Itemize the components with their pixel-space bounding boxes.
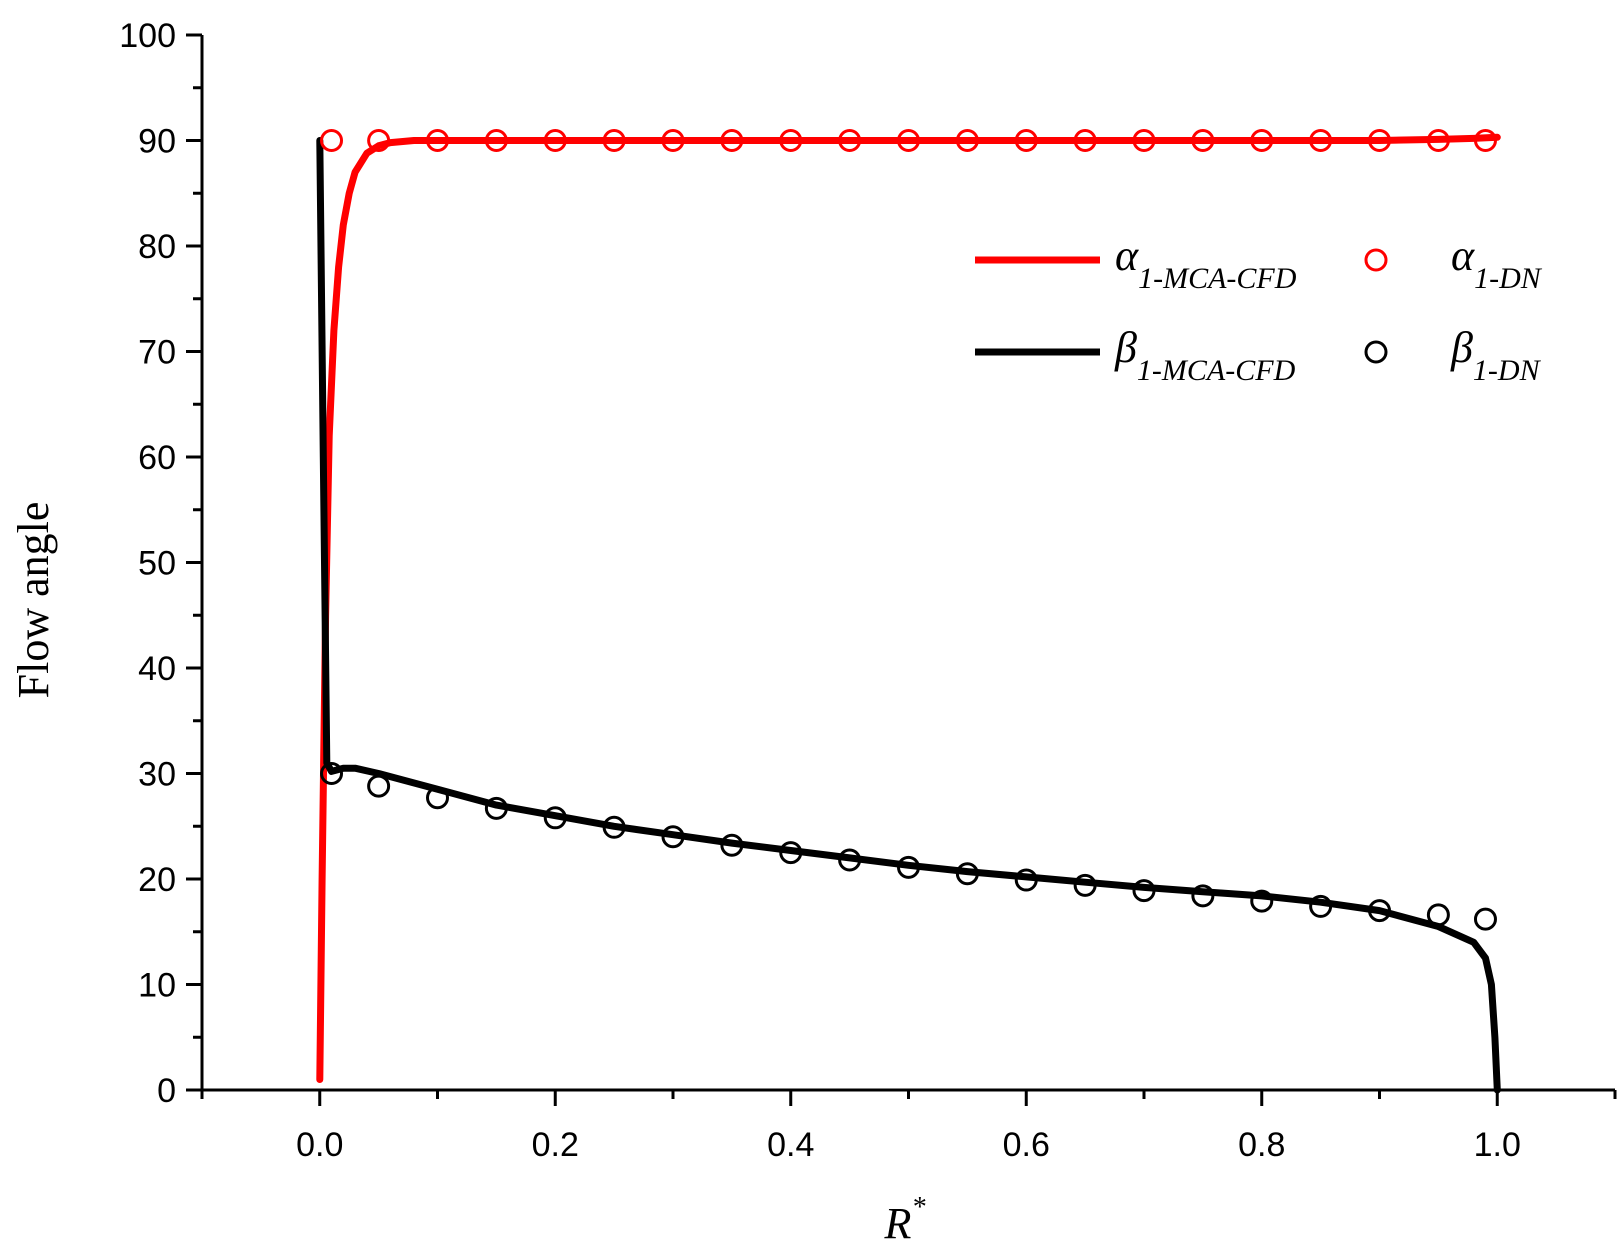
legend-label-alpha-1-dn: α1-DN [1451,231,1543,295]
data-point-alpha-1-dn [1132,129,1156,152]
data-point-beta-1-dn [1014,868,1038,892]
data-point-alpha-1-dn [1191,129,1215,152]
data-point-beta-1-dn [1426,903,1450,927]
data-point-alpha-1-dn [367,129,391,152]
data-point-alpha-1-dn [1426,129,1450,152]
data-point-beta-1-dn [838,848,862,872]
y-tick-label: 0 [157,1072,176,1110]
data-point-beta-1-dn [1132,879,1156,903]
data-point-beta-1-dn [779,841,803,865]
legend-swatch-beta-1-dn [1364,340,1388,364]
legend-swatch-alpha-1-dn [1364,248,1388,272]
legend-label-beta-1-mca-cfd: β1-MCA-CFD [1114,323,1296,387]
y-tick-label: 90 [138,123,176,161]
data-point-alpha-1-dn [838,129,862,152]
x-tick-label: 0.6 [1003,1126,1050,1164]
data-point-alpha-1-dn [1368,129,1391,152]
y-tick-label: 10 [138,967,176,1005]
data-point-alpha-1-dn [320,129,344,152]
y-tick-label: 100 [119,17,176,55]
legend: α1-MCA-CFD α1-DN β1-MCA-CFD β1-DN [975,231,1543,387]
data-point-beta-1-dn [1368,899,1391,923]
y-tick-label: 60 [138,439,176,477]
series-line-alpha-1-mca-cfd [316,133,1501,1083]
x-tick-label: 0.0 [296,1126,343,1164]
y-tick-label: 30 [138,756,176,794]
data-point-alpha-1-dn [1309,129,1333,152]
y-tick-label: 50 [138,545,176,583]
data-point-alpha-1-dn [955,129,979,152]
y-tick-label: 20 [138,861,176,899]
data-point-alpha-1-dn [1473,129,1497,152]
data-point-alpha-1-dn [426,129,449,152]
x-axis-title: R* [884,1192,926,1248]
x-tick-label: 1.0 [1474,1126,1521,1164]
x-tick-label: 0.4 [767,1126,814,1164]
series-layer [316,129,1501,1094]
data-point-alpha-1-dn [897,129,920,152]
y-tick-label: 70 [138,334,176,372]
data-point-alpha-1-dn [720,129,744,152]
data-point-beta-1-dn [720,833,744,857]
series-line-beta-1-mca-cfd [316,137,1501,1094]
y-axis-title: Flow angle [9,502,58,699]
data-point-alpha-1-dn [1014,129,1038,152]
y-tick-label: 40 [138,650,176,688]
data-point-beta-1-dn [602,815,626,839]
data-point-alpha-1-dn [1073,129,1097,152]
data-point-alpha-1-dn [484,129,508,152]
x-tick-label: 0.8 [1238,1126,1285,1164]
data-point-beta-1-dn [1073,873,1097,897]
legend-label-alpha-1-mca-cfd: α1-MCA-CFD [1115,231,1297,295]
data-point-alpha-1-dn [602,129,626,152]
data-point-alpha-1-dn [1250,129,1274,152]
data-point-beta-1-dn [367,774,391,798]
data-point-alpha-1-dn [661,129,685,152]
x-axis-title-main: R [884,1199,912,1248]
data-point-beta-1-dn [661,825,685,849]
x-tick-label: 0.2 [532,1126,579,1164]
data-point-beta-1-dn [426,786,449,810]
data-point-beta-1-dn [955,862,979,886]
data-point-beta-1-dn [484,796,508,820]
x-axis-title-sup: * [911,1192,925,1223]
legend-label-beta-1-dn: β1-DN [1450,323,1542,387]
data-point-beta-1-dn [1309,894,1333,918]
data-point-beta-1-dn [897,855,920,879]
data-point-beta-1-dn [543,806,567,830]
data-point-beta-1-dn [1191,884,1215,908]
data-point-beta-1-dn [320,762,344,785]
data-point-beta-1-dn [1473,907,1497,931]
axes: 0 10 20 30 40 50 60 70 80 90 100 0.0 0.2 0.4 0.6 0.8 1.0 [119,17,1617,1164]
data-point-alpha-1-dn [543,129,567,152]
y-tick-label: 80 [138,228,176,266]
data-point-alpha-1-dn [779,129,803,152]
data-point-beta-1-dn [1250,889,1274,913]
